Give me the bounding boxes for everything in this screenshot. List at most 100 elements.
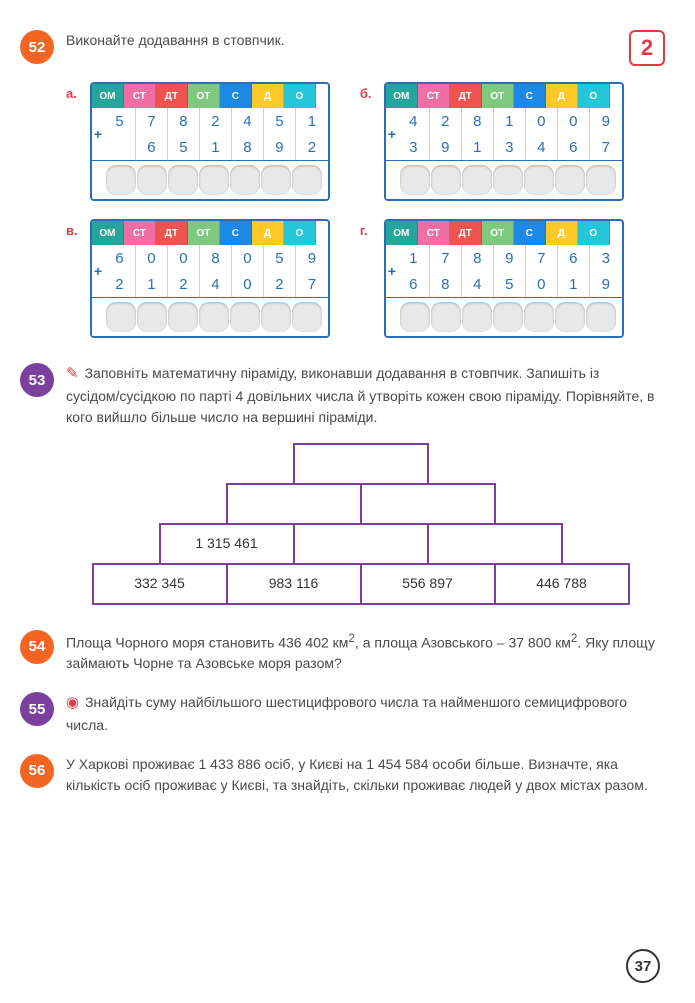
col-header: О [578, 221, 610, 245]
answer-slot[interactable] [493, 165, 523, 195]
col-header: О [578, 84, 610, 108]
digit-cell: 6 [136, 134, 168, 160]
digit-cell: 4 [526, 134, 558, 160]
pyramid-top[interactable] [293, 443, 429, 485]
answer-slot[interactable] [431, 302, 461, 332]
answer-slot[interactable] [586, 302, 616, 332]
answer-slot[interactable] [199, 302, 229, 332]
answer-slot[interactable] [555, 165, 585, 195]
digit-cell: 2 [264, 271, 296, 297]
digit-cell: 1 [136, 271, 168, 297]
col-header: ОМ [92, 84, 124, 108]
pyramid-r2-2[interactable] [360, 483, 496, 525]
answer-slot[interactable] [261, 165, 291, 195]
digit-cell: 1 [200, 134, 232, 160]
answer-slot[interactable] [292, 165, 322, 195]
digit-cell: 5 [264, 245, 296, 271]
ex55-number: 55 [20, 692, 54, 726]
col-header: ДТ [156, 84, 188, 108]
answer-slot[interactable] [292, 302, 322, 332]
digit-cell: 7 [296, 271, 328, 297]
answer-slot[interactable] [462, 165, 492, 195]
digit-cell: 6 [104, 245, 136, 271]
col-header: СТ [124, 221, 156, 245]
answer-slot[interactable] [137, 165, 167, 195]
digit-cell: 0 [526, 108, 558, 134]
answer-slot[interactable] [168, 302, 198, 332]
digit-cell: 8 [462, 108, 494, 134]
pyramid-r3-3[interactable] [427, 523, 563, 565]
answer-slot[interactable] [586, 165, 616, 195]
answer-slot[interactable] [261, 302, 291, 332]
exercise-52: 52 Виконайте додавання в стовпчик. [20, 30, 655, 64]
digit-cell: 9 [296, 245, 328, 271]
digit-cell [104, 134, 136, 160]
digit-cell: 9 [590, 271, 622, 297]
col-header: Д [252, 221, 284, 245]
digit-cell: 4 [232, 108, 264, 134]
digit-cell: 4 [398, 108, 430, 134]
col-header: СТ [418, 84, 450, 108]
answer-slot[interactable] [493, 302, 523, 332]
digit-cell: 8 [232, 134, 264, 160]
digit-cell: 4 [462, 271, 494, 297]
col-header: СТ [418, 221, 450, 245]
col-header: Д [252, 84, 284, 108]
ex53-number: 53 [20, 363, 54, 397]
digit-cell: 6 [558, 245, 590, 271]
answer-slot[interactable] [168, 165, 198, 195]
section-badge: 2 [629, 30, 665, 66]
ex52-number: 52 [20, 30, 54, 64]
answer-slot[interactable] [462, 302, 492, 332]
digit-cell: 0 [526, 271, 558, 297]
digit-cell: 7 [590, 134, 622, 160]
plus-sign: + [386, 126, 398, 142]
digit-cell: 0 [558, 108, 590, 134]
digit-cell: 0 [232, 245, 264, 271]
answer-slot[interactable] [524, 165, 554, 195]
answer-slot[interactable] [230, 165, 260, 195]
col-header: Д [546, 84, 578, 108]
answer-slot[interactable] [106, 302, 136, 332]
digit-cell: 2 [296, 134, 328, 160]
ex53-text: ✎Заповніть математичну піраміду, виконав… [66, 363, 655, 428]
answer-slot[interactable] [199, 165, 229, 195]
col-header: ОТ [188, 221, 220, 245]
digit-cell: 1 [398, 245, 430, 271]
digit-cell: 2 [168, 271, 200, 297]
exercise-54: 54 Площа Чорного моря становить 436 402 … [20, 630, 655, 675]
digit-cell: 9 [264, 134, 296, 160]
digit-cell: 2 [430, 108, 462, 134]
digit-cell: 9 [590, 108, 622, 134]
problem-b: б. ОМСТДТОТСДО+42810093913467 [360, 82, 624, 201]
col-header: ОМ [386, 84, 418, 108]
pyramid-r4-3: 556 897 [360, 563, 496, 605]
col-header: С [514, 84, 546, 108]
answer-slot[interactable] [555, 302, 585, 332]
answer-slot[interactable] [137, 302, 167, 332]
digit-cell: 1 [558, 271, 590, 297]
col-header: ОТ [188, 84, 220, 108]
answer-slot[interactable] [431, 165, 461, 195]
answer-slot[interactable] [400, 302, 430, 332]
plus-sign: + [92, 126, 104, 142]
digit-cell: 5 [104, 108, 136, 134]
digit-cell: 8 [168, 108, 200, 134]
plus-sign: + [92, 263, 104, 279]
digit-cell: 2 [200, 108, 232, 134]
ex52-text: Виконайте додавання в стовпчик. [66, 30, 655, 51]
digit-cell: 5 [168, 134, 200, 160]
ex55-text: ◉Знайдіть суму найбільшого шестицифровог… [66, 692, 655, 736]
digit-cell: 6 [398, 271, 430, 297]
answer-slot[interactable] [106, 165, 136, 195]
digit-cell: 8 [430, 271, 462, 297]
digit-cell: 3 [494, 134, 526, 160]
answer-slot[interactable] [524, 302, 554, 332]
pyramid-r3-2[interactable] [293, 523, 429, 565]
pyramid-r2-1[interactable] [226, 483, 362, 525]
label-a: а. [66, 86, 80, 101]
answer-slot[interactable] [230, 302, 260, 332]
col-header: Д [546, 221, 578, 245]
problem-a: а. ОМСТДТОТСДО+5782451651892 [66, 82, 330, 201]
answer-slot[interactable] [400, 165, 430, 195]
